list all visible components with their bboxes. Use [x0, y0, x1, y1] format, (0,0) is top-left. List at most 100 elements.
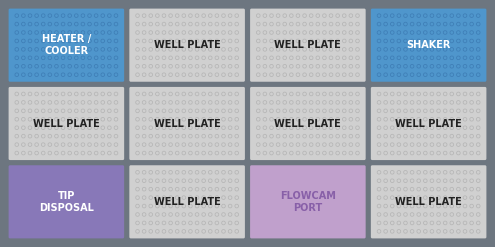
- Circle shape: [156, 32, 158, 33]
- Circle shape: [236, 32, 238, 33]
- Circle shape: [16, 110, 17, 112]
- Circle shape: [297, 127, 298, 128]
- Circle shape: [150, 214, 151, 215]
- Circle shape: [270, 101, 273, 104]
- Circle shape: [323, 73, 326, 76]
- Circle shape: [470, 213, 473, 216]
- Circle shape: [108, 135, 111, 138]
- Circle shape: [417, 14, 420, 17]
- Circle shape: [170, 152, 171, 154]
- Circle shape: [323, 92, 326, 96]
- Circle shape: [477, 221, 480, 225]
- Circle shape: [55, 48, 58, 51]
- Circle shape: [464, 74, 466, 75]
- Circle shape: [163, 172, 165, 173]
- Circle shape: [156, 40, 158, 42]
- Circle shape: [156, 40, 159, 42]
- Circle shape: [330, 15, 332, 16]
- Circle shape: [102, 135, 103, 137]
- Circle shape: [163, 188, 165, 190]
- Circle shape: [49, 93, 50, 95]
- Circle shape: [96, 49, 97, 50]
- Circle shape: [317, 93, 318, 95]
- Circle shape: [49, 102, 50, 103]
- Circle shape: [417, 109, 420, 112]
- Circle shape: [49, 65, 50, 67]
- Circle shape: [444, 73, 446, 76]
- Circle shape: [81, 101, 85, 104]
- Circle shape: [430, 179, 434, 182]
- Circle shape: [310, 101, 313, 104]
- Circle shape: [398, 222, 399, 224]
- Circle shape: [464, 214, 466, 215]
- Circle shape: [209, 102, 211, 103]
- Circle shape: [397, 171, 400, 174]
- Circle shape: [189, 171, 192, 174]
- Circle shape: [445, 135, 446, 137]
- Circle shape: [392, 197, 393, 198]
- Circle shape: [277, 65, 280, 68]
- Circle shape: [162, 230, 165, 233]
- Circle shape: [235, 221, 238, 225]
- Circle shape: [229, 92, 232, 96]
- Circle shape: [170, 214, 171, 215]
- Circle shape: [344, 135, 345, 137]
- Circle shape: [190, 74, 191, 75]
- Circle shape: [385, 65, 386, 67]
- Circle shape: [411, 32, 413, 33]
- Circle shape: [215, 31, 218, 34]
- Circle shape: [209, 213, 212, 216]
- Circle shape: [384, 31, 387, 34]
- Circle shape: [430, 230, 434, 233]
- Circle shape: [144, 40, 145, 42]
- Circle shape: [451, 188, 452, 190]
- Circle shape: [170, 222, 171, 224]
- Circle shape: [297, 93, 298, 95]
- Circle shape: [405, 110, 406, 112]
- Circle shape: [43, 127, 44, 128]
- Circle shape: [236, 119, 238, 120]
- Circle shape: [222, 230, 225, 233]
- Circle shape: [444, 135, 446, 138]
- Circle shape: [478, 110, 479, 112]
- Circle shape: [176, 31, 179, 34]
- Circle shape: [317, 119, 318, 120]
- Circle shape: [464, 172, 466, 173]
- Circle shape: [115, 74, 117, 75]
- Circle shape: [89, 15, 90, 16]
- Circle shape: [264, 23, 266, 25]
- Circle shape: [229, 172, 231, 173]
- Circle shape: [450, 135, 453, 138]
- Circle shape: [81, 143, 85, 146]
- Circle shape: [88, 101, 91, 104]
- Circle shape: [15, 126, 18, 129]
- Circle shape: [477, 22, 480, 26]
- Circle shape: [149, 205, 152, 207]
- Circle shape: [56, 57, 57, 59]
- Circle shape: [162, 151, 165, 155]
- Circle shape: [236, 93, 238, 95]
- Circle shape: [202, 118, 205, 121]
- Circle shape: [458, 40, 459, 42]
- Circle shape: [183, 172, 185, 173]
- Circle shape: [89, 93, 90, 95]
- Circle shape: [290, 31, 293, 34]
- Circle shape: [114, 126, 117, 129]
- Circle shape: [336, 14, 339, 17]
- Circle shape: [189, 31, 192, 34]
- Circle shape: [411, 152, 413, 154]
- Circle shape: [410, 40, 414, 42]
- Circle shape: [463, 118, 467, 121]
- Circle shape: [215, 101, 218, 104]
- Circle shape: [378, 57, 380, 59]
- Circle shape: [209, 110, 211, 112]
- Circle shape: [183, 222, 185, 224]
- Circle shape: [22, 31, 25, 34]
- Circle shape: [270, 31, 273, 34]
- Circle shape: [176, 230, 179, 233]
- Circle shape: [162, 101, 165, 104]
- Circle shape: [182, 48, 185, 51]
- Circle shape: [177, 49, 178, 50]
- Circle shape: [69, 65, 70, 67]
- Circle shape: [410, 143, 414, 146]
